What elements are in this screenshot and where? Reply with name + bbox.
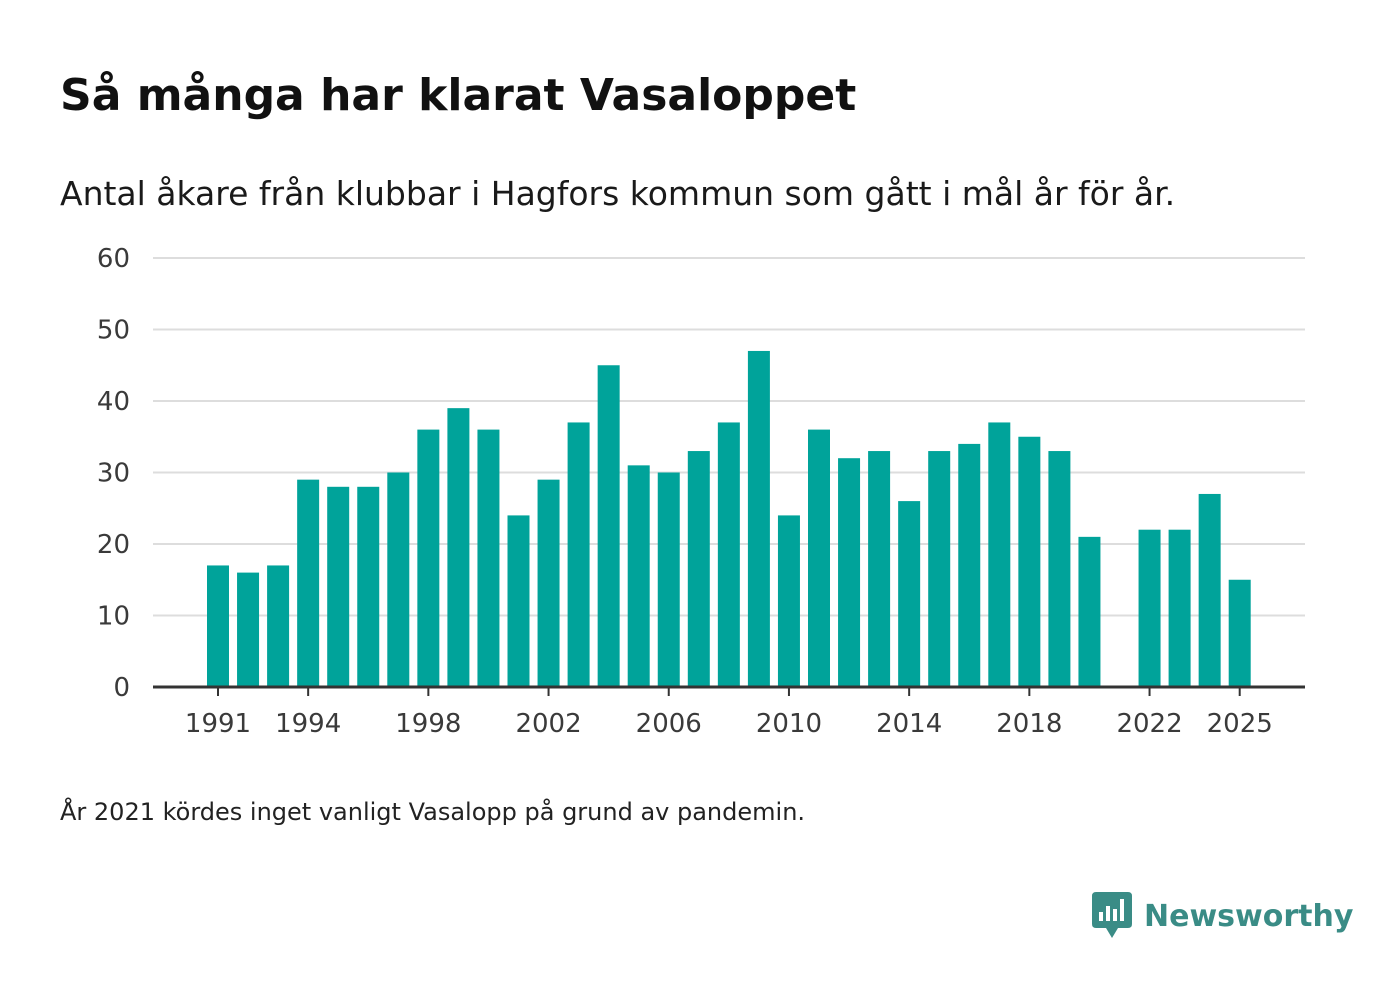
newsworthy-logo-text: Newsworthy [1144,898,1354,934]
bar-2013 [868,451,891,687]
x-tick-label: 2010 [756,709,822,739]
bar-2014 [898,501,921,687]
bar-2024 [1198,493,1221,687]
bar-1997 [387,472,410,687]
footnote: År 2021 kördes inget vanligt Vasalopp på… [60,798,806,826]
x-tick-label: 1991 [185,709,251,739]
bar-2019 [1048,451,1071,687]
y-tick-label: 50 [97,316,130,346]
bar-1995 [327,486,350,687]
y-axis-ticks: 0 10 20 30 40 50 60 [97,244,130,703]
bar-2011 [808,429,830,687]
bar-2000 [477,429,500,687]
bar-2003 [567,422,590,687]
y-tick-label: 20 [97,530,130,560]
bar-1991 [207,565,229,687]
x-tick-label: 1994 [275,709,341,739]
bar-1996 [357,486,380,687]
y-tick-label: 40 [97,387,130,417]
bar-2023 [1168,529,1191,687]
bar-2012 [838,458,861,687]
bar-1998 [417,429,440,687]
y-tick-label: 30 [97,459,130,489]
bar-2005 [627,465,650,687]
bar-2008 [717,422,740,687]
x-tick-label: 2018 [996,709,1062,739]
y-tick-label: 10 [97,602,130,632]
bar-2016 [958,443,981,687]
x-tick-label: 1998 [395,709,461,739]
x-tick-label: 2006 [636,709,702,739]
x-tick-label: 2014 [876,709,942,739]
bar-2020 [1078,536,1101,687]
bar-1994 [297,479,320,687]
bar-1992 [237,572,260,687]
bar-2002 [537,479,560,687]
bar-2022 [1138,529,1161,687]
chart-title: Så många har klarat Vasaloppet [60,70,857,121]
bar-2006 [657,472,680,687]
bar-2004 [597,365,620,687]
bar-2010 [777,515,800,687]
newsworthy-logo: Newsworthy [1090,890,1353,942]
bar-2007 [687,451,710,687]
y-tick-label: 0 [113,673,130,703]
bar-1999 [447,408,470,687]
y-tick-label: 60 [97,244,130,274]
bar-2018 [1018,436,1041,687]
x-tick-label: 2025 [1207,709,1273,739]
newsworthy-logo-icon [1092,892,1132,938]
chart-subtitle: Antal åkare från klubbar i Hagfors kommu… [60,174,1176,213]
x-tick-label: 2002 [515,709,581,739]
x-axis: 1991 1994 1998 2002 2006 2010 2014 2018 2022 2025 [153,685,1305,739]
bar-chart: 0 10 20 30 40 50 60 1991 1994 1998 2002 2006 2010 20… [97,244,1305,739]
bar-2015 [928,451,951,687]
x-tick-label: 2022 [1116,709,1182,739]
bar-1993 [267,565,290,687]
bars [207,350,1251,687]
bar-2025 [1228,579,1251,687]
bar-2009 [747,350,770,687]
bar-2001 [507,515,530,687]
bar-2017 [988,422,1011,687]
